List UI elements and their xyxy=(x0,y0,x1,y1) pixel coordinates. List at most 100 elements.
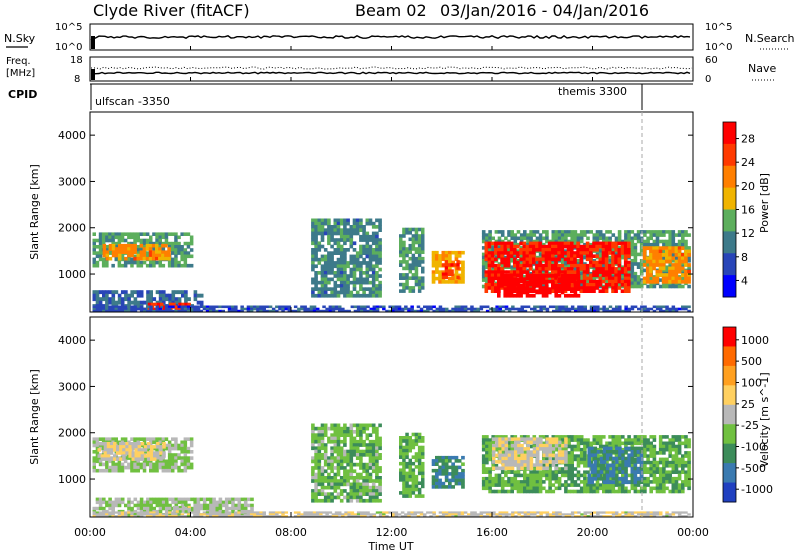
heatmap-cell xyxy=(334,274,338,278)
heatmap-cell xyxy=(350,245,354,249)
heatmap-cell xyxy=(378,219,382,223)
heatmap-cell xyxy=(366,306,370,309)
heatmap-cell xyxy=(143,301,147,305)
heatmap-cell xyxy=(334,225,338,229)
heatmap-cell xyxy=(595,267,599,271)
heatmap-cell xyxy=(359,430,363,434)
heatmap-cell xyxy=(228,507,232,511)
heatmap-cell xyxy=(149,257,153,261)
heatmap-cell xyxy=(184,463,188,467)
heatmap-cell xyxy=(678,277,682,281)
heatmap-cell xyxy=(133,463,137,467)
heatmap-cell xyxy=(369,264,373,268)
heatmap-cell xyxy=(350,258,354,262)
heatmap-cell xyxy=(567,277,571,281)
heatmap-cell xyxy=(421,238,425,242)
heatmap-cell xyxy=(318,460,322,464)
heatmap-cell xyxy=(143,437,147,441)
heatmap-cell xyxy=(148,303,152,306)
heatmap-cell xyxy=(168,469,172,473)
heatmap-cell xyxy=(576,248,580,252)
heatmap-cell xyxy=(399,238,403,242)
heatmap-cell xyxy=(143,250,147,254)
heatmap-cell xyxy=(372,232,376,236)
heatmap-cell xyxy=(149,297,153,301)
heatmap-cell xyxy=(102,290,106,294)
heatmap-cell xyxy=(121,498,125,502)
heatmap-cell xyxy=(337,284,341,288)
heatmap-cell xyxy=(162,294,166,298)
heatmap-cell xyxy=(577,511,581,513)
heatmap-cell xyxy=(402,250,406,254)
heatmap-cell xyxy=(324,255,328,259)
heatmap-cell xyxy=(405,260,409,264)
heatmap-cell xyxy=(346,469,350,473)
heatmap-cell xyxy=(567,245,571,249)
heatmap-cell xyxy=(656,246,660,250)
colorbar-tick-label: 16 xyxy=(741,204,755,217)
heatmap-cell xyxy=(108,239,112,243)
heatmap-cell xyxy=(652,263,656,267)
heatmap-cell xyxy=(135,451,139,455)
heatmap-cell xyxy=(586,242,590,246)
heatmap-cell xyxy=(412,289,416,293)
heatmap-cell xyxy=(130,437,134,441)
heatmap-cell xyxy=(104,442,108,446)
heatmap-cell xyxy=(545,248,549,252)
heatmap-cell xyxy=(402,289,406,293)
heatmap-cell xyxy=(643,230,647,234)
heatmap-cell xyxy=(656,273,660,277)
heatmap-cell xyxy=(399,273,403,277)
heatmap-cell xyxy=(141,442,145,446)
heatmap-cell xyxy=(134,510,138,514)
heatmap-cell xyxy=(340,271,344,275)
heatmap-cell xyxy=(435,277,439,281)
heatmap-cell xyxy=(346,430,350,434)
heatmap-cell xyxy=(93,306,97,309)
heatmap-cell xyxy=(516,261,520,265)
heatmap-cell xyxy=(353,271,357,275)
heatmap-cell xyxy=(330,496,334,500)
heatmap-cell xyxy=(508,513,512,515)
heatmap-cell xyxy=(671,256,675,260)
heatmap-cell xyxy=(627,283,631,287)
heatmap-cell xyxy=(545,284,549,288)
heatmap-cell xyxy=(445,263,448,267)
heatmap-cell xyxy=(621,245,625,249)
heatmap-cell xyxy=(112,301,116,305)
heatmap-cell xyxy=(362,225,366,229)
heatmap-cell xyxy=(314,446,318,450)
heatmap-cell xyxy=(121,247,125,251)
heatmap-cell xyxy=(152,244,156,248)
heatmap-cell xyxy=(608,277,612,281)
heatmap-cell xyxy=(168,264,172,268)
heatmap-cell xyxy=(599,283,603,287)
heatmap-cell xyxy=(366,450,370,454)
heatmap-cell xyxy=(573,254,577,258)
heatmap-cell xyxy=(421,286,425,290)
heatmap-cell xyxy=(350,456,354,460)
heatmap-cell xyxy=(343,222,347,226)
heatmap-cell xyxy=(375,294,379,298)
heatmap-cell xyxy=(218,306,222,309)
heatmap-cell xyxy=(127,261,131,265)
heatmap-cell xyxy=(573,251,577,255)
heatmap-cell xyxy=(551,258,555,262)
heatmap-cell xyxy=(190,239,194,243)
heatmap-cell xyxy=(614,286,618,290)
heatmap-cell xyxy=(605,248,609,252)
heatmap-cell xyxy=(149,261,153,265)
heatmap-cell xyxy=(599,511,603,513)
heatmap-cell xyxy=(402,257,406,261)
heatmap-cell xyxy=(314,225,318,229)
heatmap-cell xyxy=(324,268,328,272)
heatmap-cell xyxy=(167,247,171,251)
heatmap-cell xyxy=(127,504,131,508)
heatmap-cell xyxy=(362,248,366,252)
heatmap-cell xyxy=(340,258,344,262)
heatmap-cell xyxy=(608,274,612,278)
heatmap-cell xyxy=(130,258,134,262)
heatmap-cell xyxy=(159,297,163,301)
heatmap-cell xyxy=(372,278,376,282)
heatmap-cell xyxy=(162,504,166,508)
